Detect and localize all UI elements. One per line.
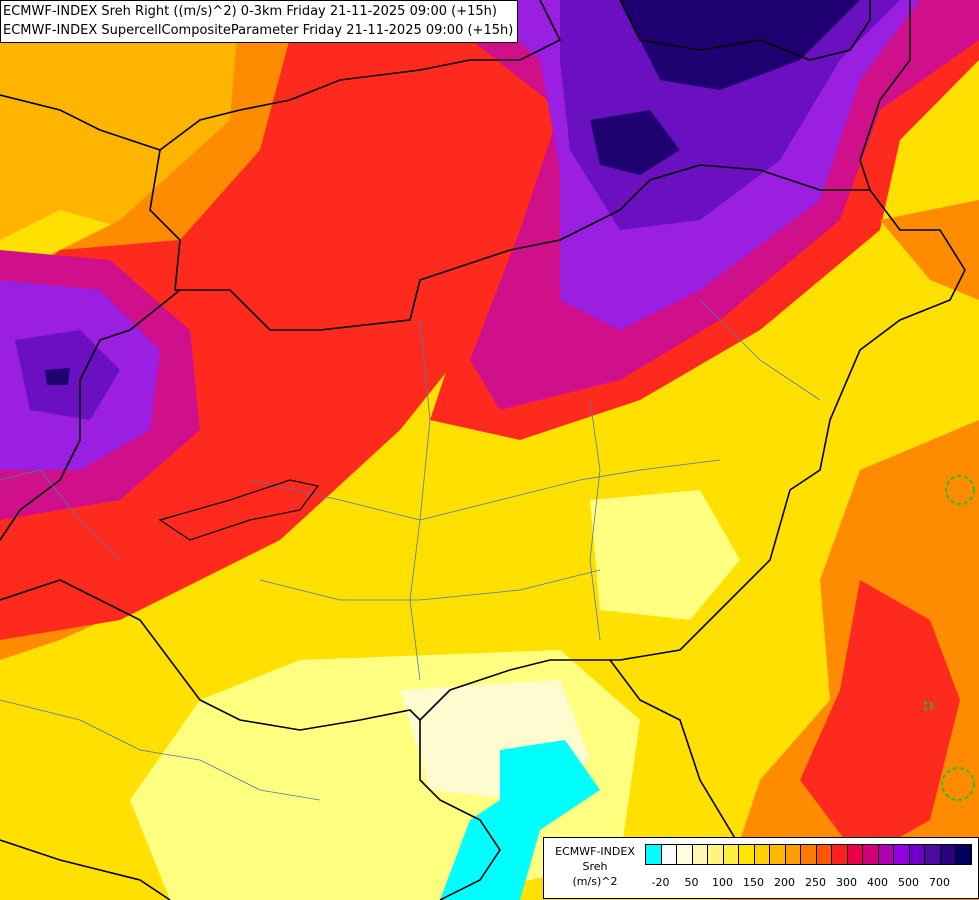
border-hungary-south	[419, 269, 966, 900]
legend-swatch	[846, 844, 863, 865]
legend-label: 50	[684, 876, 699, 889]
field-red-east	[800, 580, 960, 860]
legend-swatch	[784, 844, 801, 865]
field-indigo-north	[560, 0, 900, 230]
legend-title-line: (m/s)^2	[572, 875, 618, 888]
legend-swatch	[893, 844, 910, 865]
border-poland	[619, 0, 871, 61]
region-line	[0, 699, 321, 801]
legend-swatch	[924, 844, 941, 865]
legend-swatch	[908, 844, 925, 865]
legend-title: ECMWF-INDEX Sreh (m/s)^2	[547, 844, 643, 889]
legend-swatch	[753, 844, 770, 865]
region-line	[409, 319, 431, 681]
title-scp: ECMWF-INDEX SupercellCompositeParameter …	[3, 23, 514, 38]
legend-swatch	[800, 844, 817, 865]
scp-contours	[923, 475, 975, 801]
legend-swatch	[707, 844, 724, 865]
legend-swatch	[831, 844, 848, 865]
region-line	[0, 469, 121, 561]
legend-swatch	[645, 844, 662, 865]
border-croatia	[0, 579, 421, 731]
legend-label: 100	[712, 876, 733, 889]
scp-contour	[945, 475, 975, 505]
legend-swatch	[676, 844, 693, 865]
legend-swatch	[722, 844, 739, 865]
border-czech-slovak	[159, 0, 562, 151]
border-north	[0, 94, 966, 331]
legend-swatch	[939, 844, 956, 865]
legend-label: 500	[898, 876, 919, 889]
field-darkest-north	[620, 0, 860, 90]
legend-swatch	[815, 844, 832, 865]
field-darkest-core	[590, 110, 680, 175]
region-line	[259, 569, 601, 601]
legend-title-line: ECMWF-INDEX	[555, 845, 635, 858]
title-sreh: ECMWF-INDEX Sreh Right ((m/s)^2) 0-3km F…	[3, 4, 497, 19]
field-pale-east	[590, 490, 740, 620]
field-orange-ne	[880, 200, 979, 300]
field-darkest-west	[45, 368, 70, 385]
legend-label: 700	[929, 876, 950, 889]
legend-swatch	[862, 844, 879, 865]
region-line	[699, 299, 821, 401]
border-bosnia	[0, 839, 171, 900]
legend-swatch	[955, 844, 972, 865]
legend-swatch	[877, 844, 894, 865]
legend-swatch	[769, 844, 786, 865]
legend-label: 400	[867, 876, 888, 889]
border-ukraine	[859, 0, 911, 191]
map-title-box: ECMWF-INDEX Sreh Right ((m/s)^2) 0-3km F…	[0, 0, 519, 43]
region-line	[589, 399, 601, 641]
legend-swatch	[691, 844, 708, 865]
region-line	[249, 459, 721, 521]
scp-contour	[923, 701, 933, 711]
lake-balaton	[158, 479, 320, 541]
legend: ECMWF-INDEX Sreh (m/s)^2 -20 50 100 150 200 2…	[543, 837, 979, 899]
legend-label: 250	[805, 876, 826, 889]
field-cyan-south	[440, 740, 600, 900]
legend-label: 200	[774, 876, 795, 889]
scp-contour	[941, 767, 975, 801]
legend-swatch	[660, 844, 677, 865]
legend-label: 150	[743, 876, 764, 889]
legend-label: 300	[836, 876, 857, 889]
legend-label: -20	[651, 876, 670, 889]
border-austria-west	[0, 289, 181, 541]
legend-swatch	[738, 844, 755, 865]
legend-title-line: Sreh	[582, 860, 608, 873]
